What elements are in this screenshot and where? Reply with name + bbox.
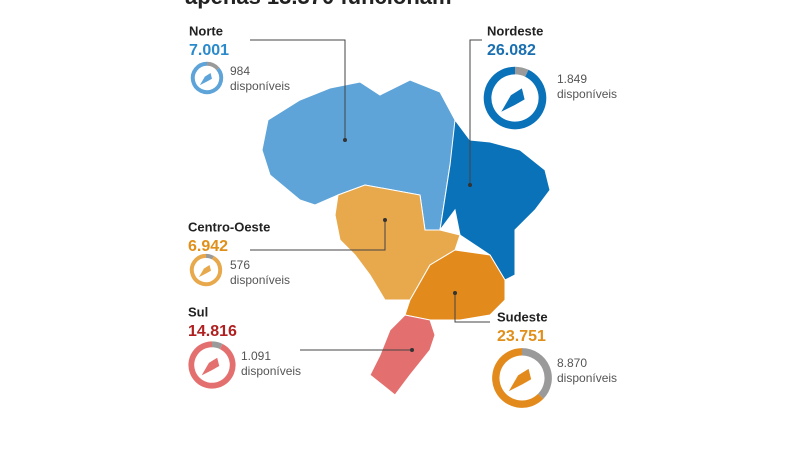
region-total: 6.942 — [188, 238, 228, 255]
region-sul — [369, 314, 436, 396]
region-total: 26.082 — [487, 42, 536, 59]
ring-available — [206, 61, 220, 71]
ring-unavailable — [492, 348, 544, 408]
title: apenas 13.370 funcionam — [185, 0, 452, 9]
ring-icon — [199, 73, 212, 86]
leader-dot — [343, 138, 347, 142]
ring-available — [205, 253, 215, 260]
leader-dot — [410, 348, 414, 352]
ring-available — [514, 66, 529, 77]
region-name: Norte — [189, 23, 223, 38]
region-name: Centro-Oeste — [188, 219, 270, 234]
ring-icon — [198, 265, 211, 278]
available-unit: disponíveis — [230, 273, 290, 287]
ring-unavailable — [190, 61, 224, 95]
leader-line — [454, 293, 490, 323]
map — [261, 79, 551, 396]
ring-icon — [201, 357, 220, 376]
available-count: 576 — [230, 258, 250, 272]
leader-dot — [468, 183, 472, 187]
leader-line — [250, 39, 346, 140]
region-name: Nordeste — [487, 23, 543, 38]
region-name: Sul — [188, 304, 208, 319]
ring-unavailable — [483, 66, 547, 130]
leader-line — [469, 39, 482, 185]
ring-icon — [508, 368, 532, 392]
leader-dot — [453, 291, 457, 295]
region-total: 14.816 — [188, 323, 237, 340]
ring-unavailable — [189, 253, 223, 287]
region-total: 23.751 — [497, 328, 546, 345]
ring-available — [211, 341, 223, 350]
available-unit: disponíveis — [557, 371, 617, 385]
leader-dot — [383, 218, 387, 222]
ring-available — [521, 348, 552, 399]
region-total: 7.001 — [189, 42, 229, 59]
region-sudeste — [404, 249, 506, 321]
available-unit: disponíveis — [230, 79, 290, 93]
available-unit: disponíveis — [241, 364, 301, 378]
available-count: 1.091 — [241, 349, 271, 363]
ring-icon — [501, 88, 525, 112]
ring-unavailable — [188, 341, 236, 389]
leader-lines — [250, 39, 490, 352]
region-name: Sudeste — [497, 309, 548, 324]
leader-line — [250, 220, 386, 251]
available-count: 984 — [230, 64, 250, 78]
available-count: 1.849 — [557, 72, 587, 86]
available-unit: disponíveis — [557, 87, 617, 101]
available-count: 8.870 — [557, 356, 587, 370]
region-nordeste — [439, 118, 551, 281]
